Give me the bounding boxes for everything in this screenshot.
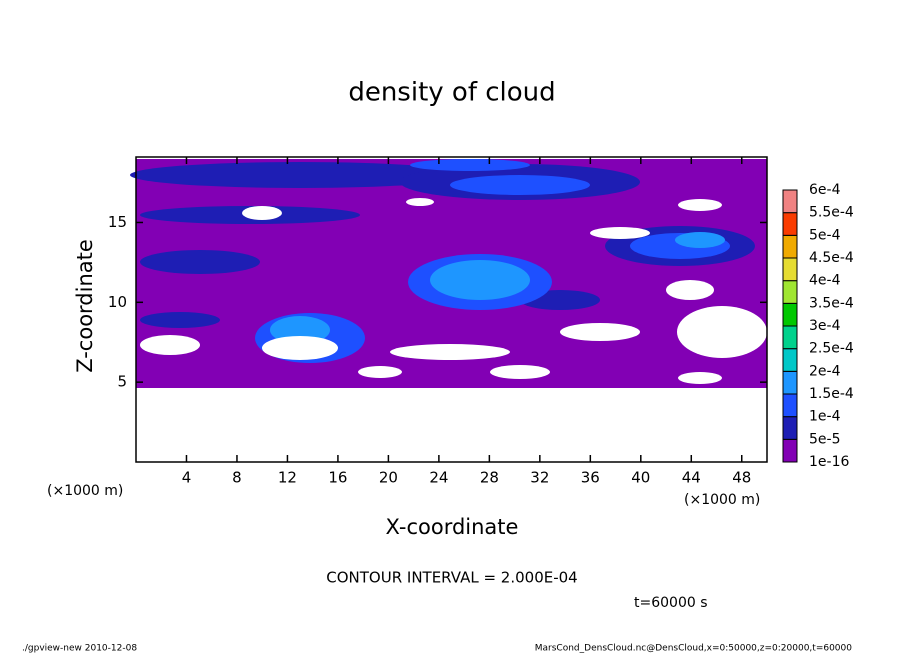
plot-frame bbox=[135, 156, 768, 463]
x-tick-label: 44 bbox=[682, 469, 701, 487]
x-tick-label: 40 bbox=[631, 469, 650, 487]
colorbar-label: 1e-16 bbox=[809, 454, 849, 470]
cloud-patch bbox=[140, 312, 220, 328]
cloud-patch bbox=[140, 250, 260, 274]
cloud-patch bbox=[410, 159, 530, 171]
colorbar-box bbox=[782, 325, 798, 350]
colorbar-label: 6e-4 bbox=[809, 182, 841, 198]
colorbar-box bbox=[782, 280, 798, 304]
colorbar-label: 2.5e-4 bbox=[809, 341, 854, 357]
cloud-gap bbox=[358, 366, 402, 378]
unit-label: (×1000 m) bbox=[684, 492, 760, 508]
contour-field bbox=[130, 159, 767, 388]
cloud-patch bbox=[430, 260, 530, 300]
y-tick-label: 5 bbox=[117, 373, 127, 391]
x-tick-label: 20 bbox=[379, 469, 398, 487]
colorbar-box bbox=[782, 416, 798, 440]
x-tick-label: 8 bbox=[232, 469, 242, 487]
colorbar-label: 5e-5 bbox=[809, 431, 840, 447]
x-tick-label: 48 bbox=[732, 469, 751, 487]
x-tick-label: 28 bbox=[480, 469, 499, 487]
cloud-patch bbox=[130, 162, 470, 188]
colorbar-box bbox=[782, 393, 798, 418]
y-tick-label: 10 bbox=[108, 293, 127, 311]
cloud-gap bbox=[490, 365, 550, 379]
cloud-gap bbox=[406, 198, 434, 206]
cloud-gap bbox=[677, 306, 767, 358]
colorbar-box bbox=[782, 438, 798, 463]
cloud-patch bbox=[675, 232, 725, 248]
cloud-gap bbox=[590, 227, 650, 239]
cloud-gap bbox=[666, 280, 714, 300]
contour-interval: CONTOUR INTERVAL = 2.000E-04 bbox=[326, 569, 577, 587]
colorbar-box bbox=[782, 370, 798, 395]
x-tick-label: 32 bbox=[530, 469, 549, 487]
cloud-gap bbox=[560, 323, 640, 341]
colorbar-label: 4e-4 bbox=[809, 273, 841, 289]
colorbar-label: 4.5e-4 bbox=[809, 250, 854, 266]
colorbar-label: 1e-4 bbox=[809, 409, 841, 425]
chart-title: density of cloud bbox=[348, 78, 555, 108]
colorbar-label: 1.5e-4 bbox=[809, 386, 854, 402]
colorbar-box bbox=[782, 189, 798, 214]
colorbar-box bbox=[782, 212, 798, 236]
cloud-gap bbox=[262, 336, 338, 360]
colorbar-label: 5.5e-4 bbox=[809, 205, 854, 221]
colorbar-label: 2e-4 bbox=[809, 363, 841, 379]
unit-label: (×1000 m) bbox=[47, 483, 123, 499]
y-axis-label: Z-coordinate bbox=[73, 239, 97, 373]
cloud-gap bbox=[140, 335, 200, 355]
footer-right: MarsCond_DensCloud.nc@DensCloud,x=0:5000… bbox=[535, 644, 852, 654]
colorbar-label: 3.5e-4 bbox=[809, 295, 854, 311]
x-tick-label: 24 bbox=[429, 469, 448, 487]
y-tick-label: 15 bbox=[108, 213, 127, 231]
x-tick-label: 16 bbox=[328, 469, 347, 487]
colorbar-box bbox=[782, 302, 798, 327]
cloud-patch bbox=[450, 175, 590, 195]
time-label: t=60000 s bbox=[634, 595, 708, 611]
colorbar-box bbox=[782, 257, 798, 282]
x-tick-label: 12 bbox=[278, 469, 297, 487]
cloud-gap bbox=[678, 372, 722, 384]
cloud-gap bbox=[390, 344, 510, 360]
footer-left: ./gpview-new 2010-12-08 bbox=[22, 644, 137, 654]
colorbar-label: 5e-4 bbox=[809, 227, 841, 243]
x-tick-label: 4 bbox=[182, 469, 192, 487]
cloud-gap bbox=[242, 206, 282, 220]
colorbar-box bbox=[782, 234, 798, 259]
x-axis-label: X-coordinate bbox=[386, 515, 519, 539]
colorbar-label: 3e-4 bbox=[809, 318, 841, 334]
cloud-gap bbox=[678, 199, 722, 211]
x-tick-label: 36 bbox=[581, 469, 600, 487]
colorbar-box bbox=[782, 348, 798, 372]
